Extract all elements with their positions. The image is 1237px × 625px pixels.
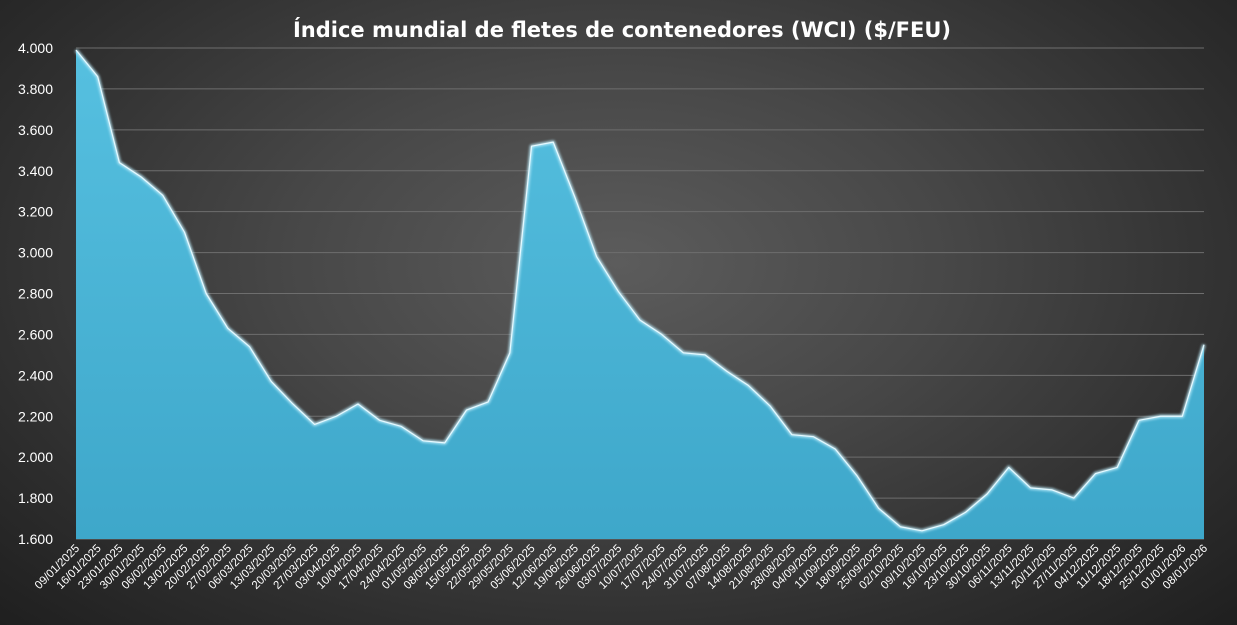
y-tick-label: 3.400 (18, 163, 53, 179)
y-tick-label: 2.800 (18, 286, 53, 302)
y-tick-label: 3.000 (18, 245, 53, 261)
y-tick-label: 3.600 (18, 122, 53, 138)
y-tick-label: 2.200 (18, 408, 53, 424)
y-tick-label: 1.800 (18, 490, 53, 506)
y-tick-label: 3.800 (18, 81, 53, 97)
area-series (74, 48, 1206, 540)
y-tick-label: 3.200 (18, 204, 53, 220)
area-fill (76, 50, 1204, 540)
x-axis-tick-labels: 09/01/202516/01/202523/01/202530/01/2025… (33, 543, 1210, 592)
y-tick-label: 2.000 (18, 449, 53, 465)
area-edge-line (75, 49, 1205, 532)
y-tick-label: 2.600 (18, 326, 53, 342)
y-axis-tick-labels: 1.600 1.800 2.000 2.200 2.400 2.600 2.800 3.000… (18, 40, 53, 547)
y-tick-label: 2.400 (18, 367, 53, 383)
y-tick-label: 4.000 (18, 40, 53, 56)
chart-title: Índice mundial de fletes de contenedores… (293, 17, 951, 42)
y-tick-label: 1.600 (18, 531, 53, 547)
